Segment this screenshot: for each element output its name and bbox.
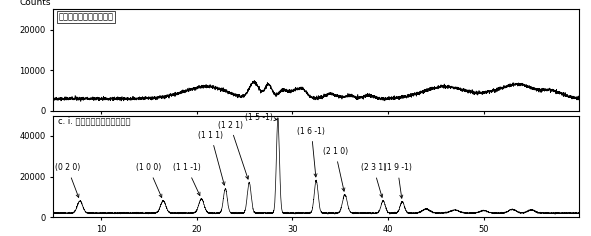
Text: (1 2 1): (1 2 1) — [217, 121, 249, 179]
Text: (1 1 1): (1 1 1) — [199, 131, 225, 185]
Text: (1 0 0): (1 0 0) — [136, 164, 162, 198]
Text: (1 9 -1): (1 9 -1) — [384, 164, 411, 198]
Text: (1 6 -1): (1 6 -1) — [297, 127, 325, 177]
Text: (1 1 -1): (1 1 -1) — [173, 164, 201, 195]
Text: 素専化ジケトピロロール: 素専化ジケトピロロール — [59, 13, 113, 21]
Text: c. i. ピグメントレッド２５４: c. i. ピグメントレッド２５４ — [59, 117, 131, 126]
Text: (1 5 -1): (1 5 -1) — [245, 113, 277, 122]
Text: (0 2 0): (0 2 0) — [55, 164, 80, 197]
Text: (2 3 1): (2 3 1) — [361, 164, 386, 197]
Text: (2 1 0): (2 1 0) — [323, 147, 348, 191]
Text: Counts: Counts — [19, 0, 50, 7]
